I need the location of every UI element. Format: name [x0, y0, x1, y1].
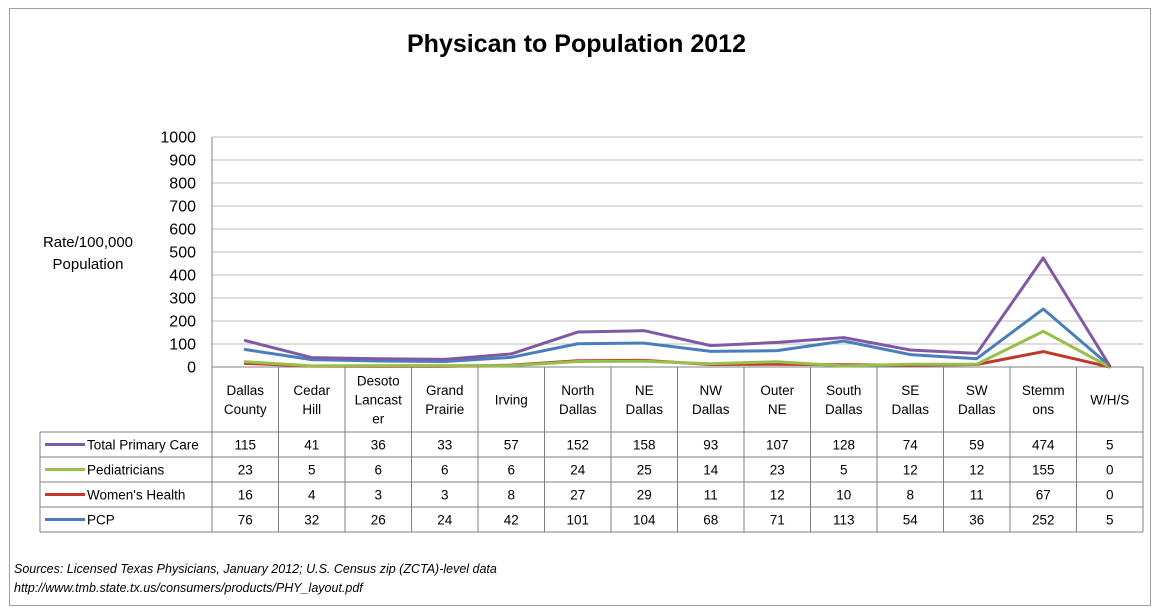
data-label: 23	[238, 463, 253, 478]
data-label: 26	[371, 513, 386, 528]
data-label: 5	[840, 463, 848, 478]
data-label: 101	[566, 513, 589, 528]
y-tick-label: 200	[169, 314, 196, 331]
legend-label: Pediatricians	[87, 463, 165, 478]
data-label: 11	[704, 488, 718, 503]
data-label: 14	[703, 463, 719, 478]
data-label: 104	[633, 513, 656, 528]
y-tick-label: 0	[187, 360, 196, 377]
data-label: 6	[441, 463, 449, 478]
legend-label: Women's Health	[87, 488, 185, 503]
data-label: 8	[507, 488, 515, 503]
data-label: 158	[633, 438, 656, 453]
series-line	[243, 307, 1112, 368]
x-tick-label: SE Dallas	[891, 383, 929, 417]
y-tick-label: 1000	[160, 130, 196, 147]
data-label: 68	[703, 513, 718, 528]
data-label: 128	[832, 438, 855, 453]
data-label: 29	[637, 488, 652, 503]
data-label: 42	[504, 513, 519, 528]
sources-url: http://www.tmb.state.tx.us/consumers/pro…	[14, 581, 363, 595]
data-label: 4	[308, 488, 316, 503]
series-line	[243, 256, 1112, 368]
data-label: 59	[969, 438, 984, 453]
x-tick-label: Dallas County	[224, 383, 267, 417]
x-tick-label: NW Dallas	[692, 383, 730, 417]
data-label: 155	[1032, 463, 1055, 478]
y-tick-label: 600	[169, 222, 196, 239]
y-tick-label: 700	[169, 199, 196, 216]
sources-note: Sources: Licensed Texas Physicians, Janu…	[14, 560, 497, 598]
data-label: 8	[906, 488, 914, 503]
legend-label: Total Primary Care	[87, 438, 199, 453]
data-label: 107	[766, 438, 789, 453]
data-label: 54	[903, 513, 919, 528]
data-label: 24	[570, 463, 586, 478]
x-tick-label: Cedar Hill	[293, 383, 330, 417]
data-label: 76	[238, 513, 253, 528]
legend-label: PCP	[87, 513, 115, 528]
x-tick-label: Grand Prairie	[425, 383, 464, 417]
data-label: 24	[437, 513, 453, 528]
data-label: 10	[836, 488, 851, 503]
data-label: 57	[504, 438, 519, 453]
data-label: 252	[1032, 513, 1055, 528]
data-label: 3	[374, 488, 382, 503]
y-tick-label: 900	[169, 153, 196, 170]
data-label: 41	[304, 438, 319, 453]
x-tick-label: Desoto Lancast er	[355, 374, 403, 427]
series-line	[243, 329, 1112, 369]
data-label: 36	[371, 438, 386, 453]
data-label: 27	[570, 488, 585, 503]
data-label: 152	[566, 438, 589, 453]
data-label: 5	[1106, 513, 1114, 528]
x-tick-label: NE Dallas	[625, 383, 663, 417]
data-label: 113	[833, 513, 855, 528]
y-tick-label: 100	[169, 337, 196, 354]
chart-title: Physican to Population 2012	[407, 30, 746, 58]
data-label: 36	[969, 513, 984, 528]
data-label: 12	[969, 463, 984, 478]
y-tick-label: 500	[169, 245, 196, 262]
data-label: 33	[437, 438, 452, 453]
x-tick-label: W/H/S	[1090, 393, 1129, 408]
x-tick-label: SW Dallas	[958, 383, 996, 417]
y-axis-label: Rate/100,000 Population	[42, 234, 134, 273]
data-label: 12	[903, 463, 918, 478]
data-label: 25	[637, 463, 652, 478]
data-label: 12	[770, 488, 785, 503]
x-tick-label: Irving	[495, 393, 528, 408]
data-label: 115	[234, 438, 256, 453]
data-label: 5	[1106, 438, 1114, 453]
sources-line: Sources: Licensed Texas Physicians, Janu…	[14, 562, 497, 576]
data-label: 74	[903, 438, 919, 453]
y-tick-label: 300	[169, 291, 196, 308]
data-label: 474	[1032, 438, 1055, 453]
x-tick-label: North Dallas	[559, 383, 597, 417]
data-label: 93	[703, 438, 718, 453]
data-label: 6	[507, 463, 515, 478]
data-label: 0	[1106, 463, 1114, 478]
data-label: 6	[374, 463, 382, 478]
data-label: 71	[770, 513, 785, 528]
x-tick-label: South Dallas	[825, 383, 863, 417]
data-label: 3	[441, 488, 449, 503]
data-label: 0	[1106, 488, 1114, 503]
data-label: 16	[238, 488, 253, 503]
chart-frame	[9, 8, 1151, 606]
x-tick-label: Outer NE	[760, 383, 794, 417]
data-label: 32	[304, 513, 319, 528]
data-label: 67	[1036, 488, 1051, 503]
x-tick-label: Stemm ons	[1022, 383, 1065, 417]
y-tick-label: 400	[169, 268, 196, 285]
data-label: 23	[770, 463, 785, 478]
y-tick-label: 800	[169, 176, 196, 193]
data-label: 5	[308, 463, 316, 478]
data-label: 11	[970, 488, 984, 503]
